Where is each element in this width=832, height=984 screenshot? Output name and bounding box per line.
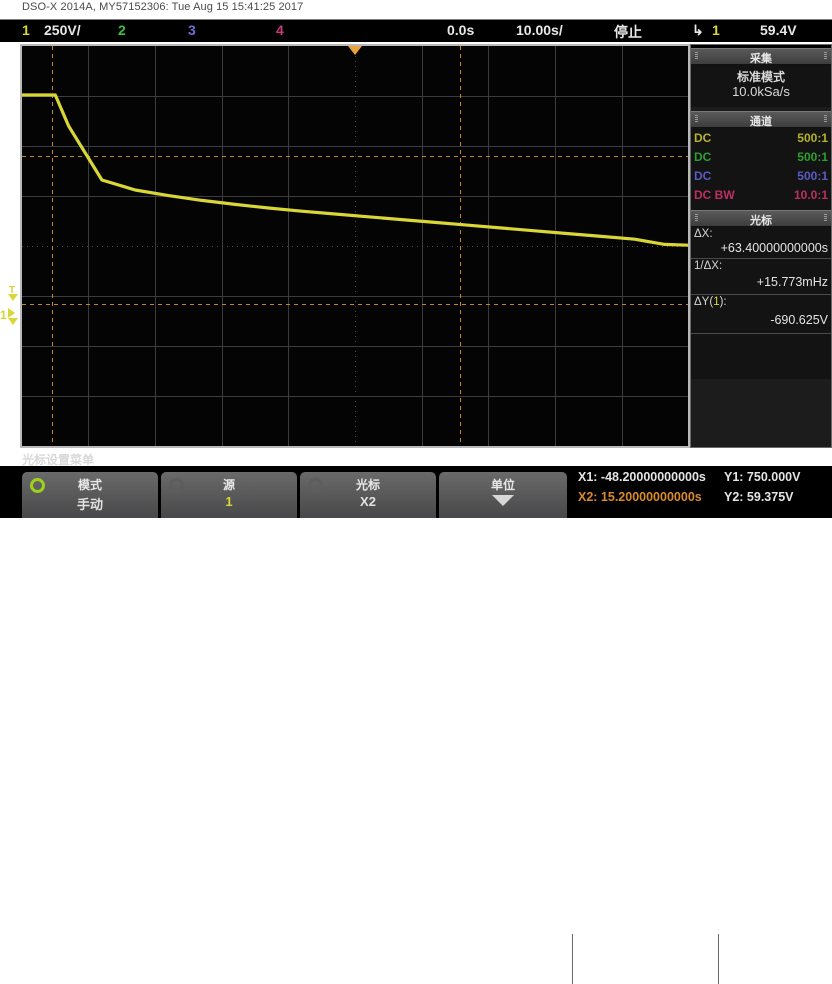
cursor-section-header[interactable]: 光标 <box>691 210 831 227</box>
instrument-id-bar: DSO-X 2014A, MY57152306: Tue Aug 15 15:4… <box>0 0 832 19</box>
status-trigger-source[interactable]: 1 <box>712 22 720 38</box>
cursor-inv-delta-x-block: 1/ΔX: +15.773mHz <box>691 259 831 295</box>
grid-line-horizontal <box>22 96 688 97</box>
knob-icon <box>308 478 323 493</box>
channel-row[interactable]: DC BW 10.0:1 <box>691 187 831 206</box>
grid-line-horizontal <box>22 146 688 147</box>
drag-grip-icon <box>824 52 827 60</box>
status-channel-1-voltsdiv[interactable]: 250V/ <box>44 22 81 38</box>
status-trigger-level[interactable]: 59.4V <box>760 22 797 38</box>
channel-1-ground-marker-icon[interactable] <box>8 308 15 318</box>
bottom-menu-bar: 模式 手动 源 1 光标 X2 单位 <box>0 466 832 984</box>
instrument-id-text: DSO-X 2014A, MY57152306: Tue Aug 15 15:4… <box>22 1 304 13</box>
channel-1-coupling: DC <box>694 131 712 145</box>
status-channel-2-number[interactable]: 2 <box>118 22 126 38</box>
trigger-position-marker[interactable] <box>348 46 362 55</box>
cursor-section-title: 光标 <box>750 215 772 227</box>
cursor-readout-divider <box>572 934 573 984</box>
cursor-y1-line[interactable] <box>22 156 688 157</box>
trigger-level-marker-label: T <box>9 285 16 296</box>
status-timebase-value[interactable]: 10.00s/ <box>516 22 563 38</box>
drag-grip-icon <box>824 115 827 123</box>
cursor-readout-x2: X2: 15.20000000000s <box>578 490 702 504</box>
graticule <box>22 46 688 446</box>
status-channel-1-number[interactable]: 1 <box>22 22 30 38</box>
knob-icon <box>30 478 45 493</box>
channel-3-coupling: DC <box>694 169 712 183</box>
cursor-inv-delta-x-label: 1/ΔX: <box>694 260 723 272</box>
channel-2-probe: 500:1 <box>797 150 828 164</box>
drag-grip-icon <box>695 115 698 123</box>
cursor-x2-line[interactable] <box>460 46 461 446</box>
softkey-units[interactable]: 单位 <box>439 472 567 518</box>
cursor-inv-delta-x-value: +15.773mHz <box>756 275 828 289</box>
acquire-section-body: 标准模式 10.0kSa/s <box>691 65 831 107</box>
cursor-y2-line[interactable] <box>22 304 688 305</box>
waveform-display[interactable] <box>20 44 690 448</box>
grid-line-horizontal <box>22 196 688 197</box>
cursor-delta-y-value: -690.625V <box>770 313 828 327</box>
grid-line-horizontal <box>22 346 688 347</box>
channel-row[interactable]: DC 500:1 <box>691 149 831 168</box>
grid-line-horizontal <box>22 296 688 297</box>
cursor-readout-y2: Y2: 59.375V <box>724 490 794 504</box>
trigger-edge-icon: ↳ <box>692 22 704 38</box>
channel-4-coupling: DC BW <box>694 188 735 202</box>
bottom-menu-title: 光标设置菜单 <box>22 453 95 467</box>
sidebar: KEYSIGHT TECHNOLOGIES 采集 标准模式 10.0kSa/s … <box>690 44 832 448</box>
softkey-mode[interactable]: 模式 手动 <box>22 472 158 518</box>
status-bar: 1 250V/ 2 3 4 0.0s 10.00s/ 停止 ↳ 1 59.4V <box>0 19 832 42</box>
grid-line-horizontal <box>22 396 688 397</box>
channel-section-body: DC 500:1 DC 500:1 DC 500:1 DC BW 10.0:1 <box>691 128 831 210</box>
cursor-readout-divider <box>718 934 719 984</box>
drag-grip-icon <box>695 52 698 60</box>
status-channel-3-number[interactable]: 3 <box>188 22 196 38</box>
cursor-x1-line[interactable] <box>52 46 53 446</box>
channel-section-header[interactable]: 通道 <box>691 111 831 128</box>
softkey-cursor-label: 光标 <box>355 478 380 492</box>
softkey-mode-value: 手动 <box>76 497 103 512</box>
channel-4-probe: 10.0:1 <box>793 188 828 202</box>
cursor-delta-y-channel: 1 <box>713 296 720 308</box>
channel-row[interactable]: DC 500:1 <box>691 168 831 187</box>
cursor-delta-y-block: ΔY(1): -690.625V <box>691 295 831 334</box>
cursor-readout-y1: Y1: 750.000V <box>724 470 801 484</box>
channel-1-offset-marker-icon[interactable] <box>8 318 18 325</box>
acquire-section-title: 采集 <box>750 53 772 65</box>
softkey-cursor-value: X2 <box>360 494 376 509</box>
softkey-units-label: 单位 <box>490 478 515 492</box>
drag-grip-icon <box>695 214 698 222</box>
cursor-delta-x-block: ΔX: +63.40000000000s <box>691 227 831 259</box>
status-delay-value[interactable]: 0.0s <box>447 22 475 38</box>
status-run-state[interactable]: 停止 <box>614 24 642 40</box>
channel-1-probe: 500:1 <box>797 131 828 145</box>
waveform-trace-channel-1 <box>22 93 688 247</box>
softkey-source-label: 源 <box>222 478 235 492</box>
acquire-section-header[interactable]: 采集 <box>691 48 831 65</box>
trigger-level-marker-icon[interactable] <box>8 294 18 301</box>
softkey-source[interactable]: 源 1 <box>161 472 297 518</box>
channel-2-coupling: DC <box>694 150 712 164</box>
channel-section-title: 通道 <box>750 116 772 128</box>
grid-center-horizontal <box>22 246 688 247</box>
cursor-delta-x-label: ΔX: <box>694 228 713 240</box>
drag-grip-icon <box>824 214 827 222</box>
status-channel-4-number[interactable]: 4 <box>276 22 284 38</box>
cursor-delta-x-value: +63.40000000000s <box>720 241 828 255</box>
cursor-section-body: ΔX: +63.40000000000s 1/ΔX: +15.773mHz ΔY… <box>691 227 831 379</box>
channel-1-ground-label: 1 <box>0 308 7 322</box>
channel-3-probe: 500:1 <box>797 169 828 183</box>
softkey-cursor[interactable]: 光标 X2 <box>300 472 436 518</box>
chevron-down-icon <box>492 495 514 506</box>
acquire-sample-rate-value[interactable]: 10.0kSa/s <box>732 84 790 99</box>
softkey-source-value: 1 <box>225 494 233 509</box>
cursor-delta-y-label: ΔY(1): <box>694 296 727 308</box>
acquire-mode-value[interactable]: 标准模式 <box>736 70 785 84</box>
knob-icon <box>169 478 184 493</box>
left-edge-markers: T 1 <box>0 44 22 448</box>
softkey-mode-label: 模式 <box>77 478 102 492</box>
channel-row[interactable]: DC 500:1 <box>691 130 831 149</box>
cursor-readout-x1: X1: -48.20000000000s <box>578 470 706 484</box>
